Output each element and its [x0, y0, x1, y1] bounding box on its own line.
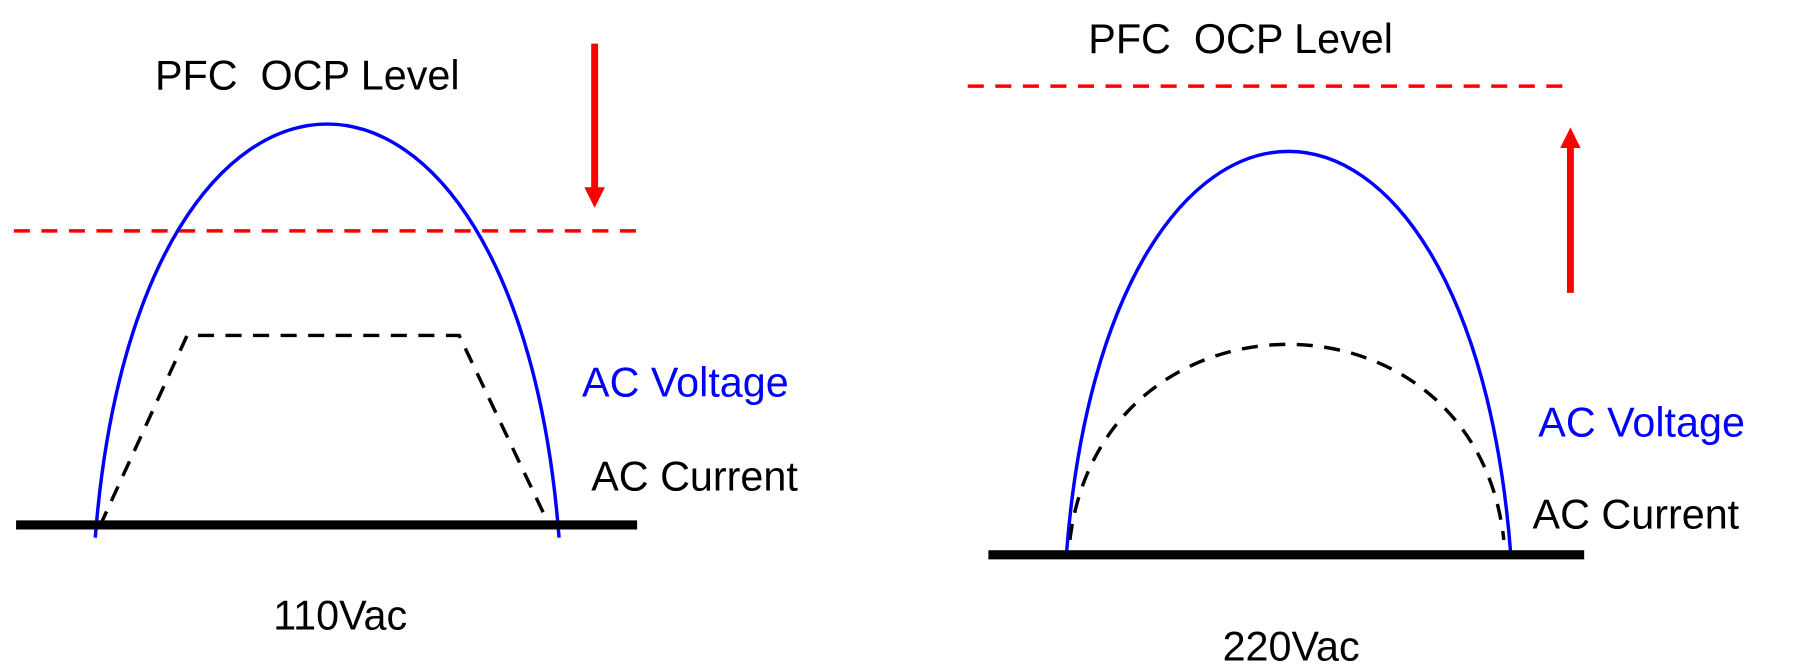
caption-220vac: 220Vac: [1223, 624, 1360, 670]
caption-110vac: 110Vac: [273, 592, 407, 638]
ac-current-label: AC Current: [591, 453, 798, 499]
ac-voltage-curve: [1064, 149, 1513, 554]
ac-voltage-label: AC Voltage: [582, 359, 789, 405]
ocp-level-label: PFC OCP Level: [1088, 16, 1393, 62]
ac-voltage-label: AC Voltage: [1538, 400, 1745, 446]
ac-current-curve: [1068, 342, 1506, 541]
ocp-level-label: PFC OCP Level: [155, 53, 460, 99]
panel-110vac: PFC OCP Level AC Voltage AC Current 110V…: [13, 43, 798, 639]
ac-voltage-curve: [93, 122, 561, 538]
ac-current-label: AC Current: [1533, 491, 1740, 537]
ac-current-curve: [98, 333, 547, 527]
panel-220vac: PFC OCP Level AC Voltage AC Current 220V…: [967, 16, 1745, 670]
